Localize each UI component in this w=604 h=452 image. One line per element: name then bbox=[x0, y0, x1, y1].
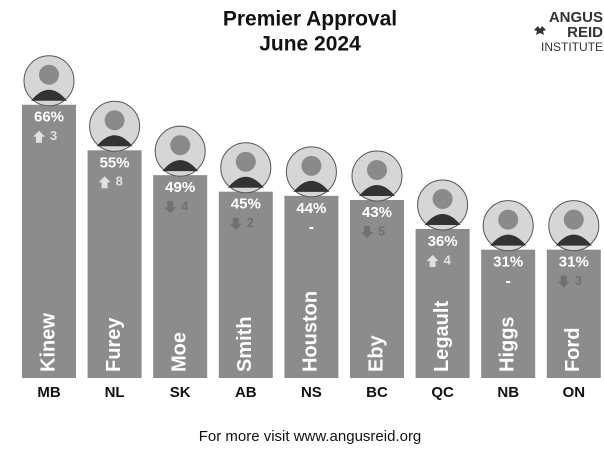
premier-name: Smith bbox=[234, 316, 256, 372]
footer: For more visit www.angusreid.org bbox=[199, 428, 422, 445]
portrait-head bbox=[170, 135, 191, 156]
change-label: 3 bbox=[50, 128, 57, 143]
portrait bbox=[351, 150, 403, 202]
portrait bbox=[220, 142, 272, 194]
portrait bbox=[23, 55, 75, 107]
x-tick-label: AB bbox=[235, 384, 257, 401]
value-label: 31% bbox=[559, 254, 589, 271]
logo-leaf bbox=[534, 26, 546, 35]
bar bbox=[22, 104, 76, 378]
portrait-head bbox=[39, 64, 59, 85]
premier-name: Houston bbox=[300, 291, 322, 372]
value-label: 43% bbox=[362, 204, 392, 221]
x-tick-label: SK bbox=[170, 384, 191, 401]
portrait bbox=[548, 200, 600, 252]
bar bbox=[284, 195, 339, 378]
premier-name: Higgs bbox=[496, 316, 518, 372]
portrait bbox=[89, 100, 141, 152]
portrait-head bbox=[104, 110, 125, 131]
portrait bbox=[154, 125, 206, 177]
premier-name: Ford bbox=[562, 328, 584, 372]
x-tick-label: QC bbox=[431, 384, 454, 401]
portrait-body bbox=[359, 184, 395, 196]
change-label: - bbox=[506, 273, 511, 290]
portrait-body bbox=[96, 135, 133, 147]
bar bbox=[218, 191, 273, 378]
logo-text: ANGUS bbox=[549, 9, 603, 26]
value-label: 66% bbox=[34, 109, 64, 126]
chart-subtitle: June 2024 bbox=[259, 33, 361, 56]
logo-text: REID bbox=[567, 24, 603, 41]
portrait-body bbox=[490, 234, 527, 246]
portrait-body bbox=[162, 160, 199, 172]
change-label: 8 bbox=[116, 174, 123, 189]
change-label: 4 bbox=[444, 252, 452, 267]
value-label: 49% bbox=[165, 179, 195, 196]
portrait-head bbox=[563, 209, 584, 230]
chart-title: Premier Approval bbox=[223, 8, 397, 31]
premier-name: Kinew bbox=[37, 313, 59, 372]
x-tick-label: NB bbox=[497, 384, 519, 401]
bar bbox=[87, 150, 142, 378]
change-arrow bbox=[33, 130, 45, 143]
portrait-body bbox=[555, 234, 592, 246]
x-tick-label: MB bbox=[37, 384, 60, 401]
change-label: 4 bbox=[181, 199, 189, 214]
change-label: 5 bbox=[378, 223, 385, 238]
portrait-head bbox=[432, 188, 453, 209]
premier-name: Moe bbox=[168, 332, 190, 372]
portrait bbox=[417, 179, 469, 231]
change-arrow bbox=[98, 176, 111, 189]
portrait bbox=[285, 146, 337, 198]
portrait-head bbox=[235, 151, 256, 172]
portrait-body bbox=[293, 180, 330, 192]
x-tick-label: NS bbox=[301, 384, 322, 401]
portrait-body bbox=[424, 213, 461, 225]
portrait-body bbox=[31, 89, 67, 101]
portrait-head bbox=[367, 159, 387, 180]
premier-name: Legault bbox=[431, 301, 453, 372]
premier-name: Furey bbox=[103, 317, 125, 372]
change-arrow bbox=[164, 201, 177, 214]
x-tick-label: BC bbox=[366, 384, 388, 401]
value-label: 44% bbox=[296, 200, 326, 217]
bar bbox=[350, 199, 404, 378]
value-label: 55% bbox=[100, 154, 130, 171]
value-label: 36% bbox=[428, 233, 458, 250]
change-arrow bbox=[361, 225, 373, 238]
bar bbox=[153, 175, 208, 378]
portrait-head bbox=[301, 155, 322, 176]
change-arrow bbox=[557, 275, 570, 288]
logo: ANGUS REID INSTITUTE bbox=[534, 9, 603, 54]
value-label: 31% bbox=[493, 254, 523, 271]
bar bbox=[546, 249, 601, 378]
bar bbox=[481, 249, 536, 378]
bar bbox=[415, 228, 470, 378]
portrait-body bbox=[227, 176, 264, 188]
portrait bbox=[482, 200, 534, 252]
portrait-head bbox=[498, 209, 519, 230]
x-tick-label: ON bbox=[563, 384, 586, 401]
value-label: 45% bbox=[231, 196, 261, 213]
change-label: 3 bbox=[575, 273, 582, 288]
change-arrow bbox=[229, 217, 242, 230]
change-arrow bbox=[426, 254, 439, 267]
x-tick-label: NL bbox=[105, 384, 125, 401]
change-label: 2 bbox=[247, 215, 254, 230]
premier-name: Eby bbox=[365, 334, 387, 372]
logo-text: INSTITUTE bbox=[541, 40, 603, 54]
change-label: - bbox=[309, 219, 314, 236]
